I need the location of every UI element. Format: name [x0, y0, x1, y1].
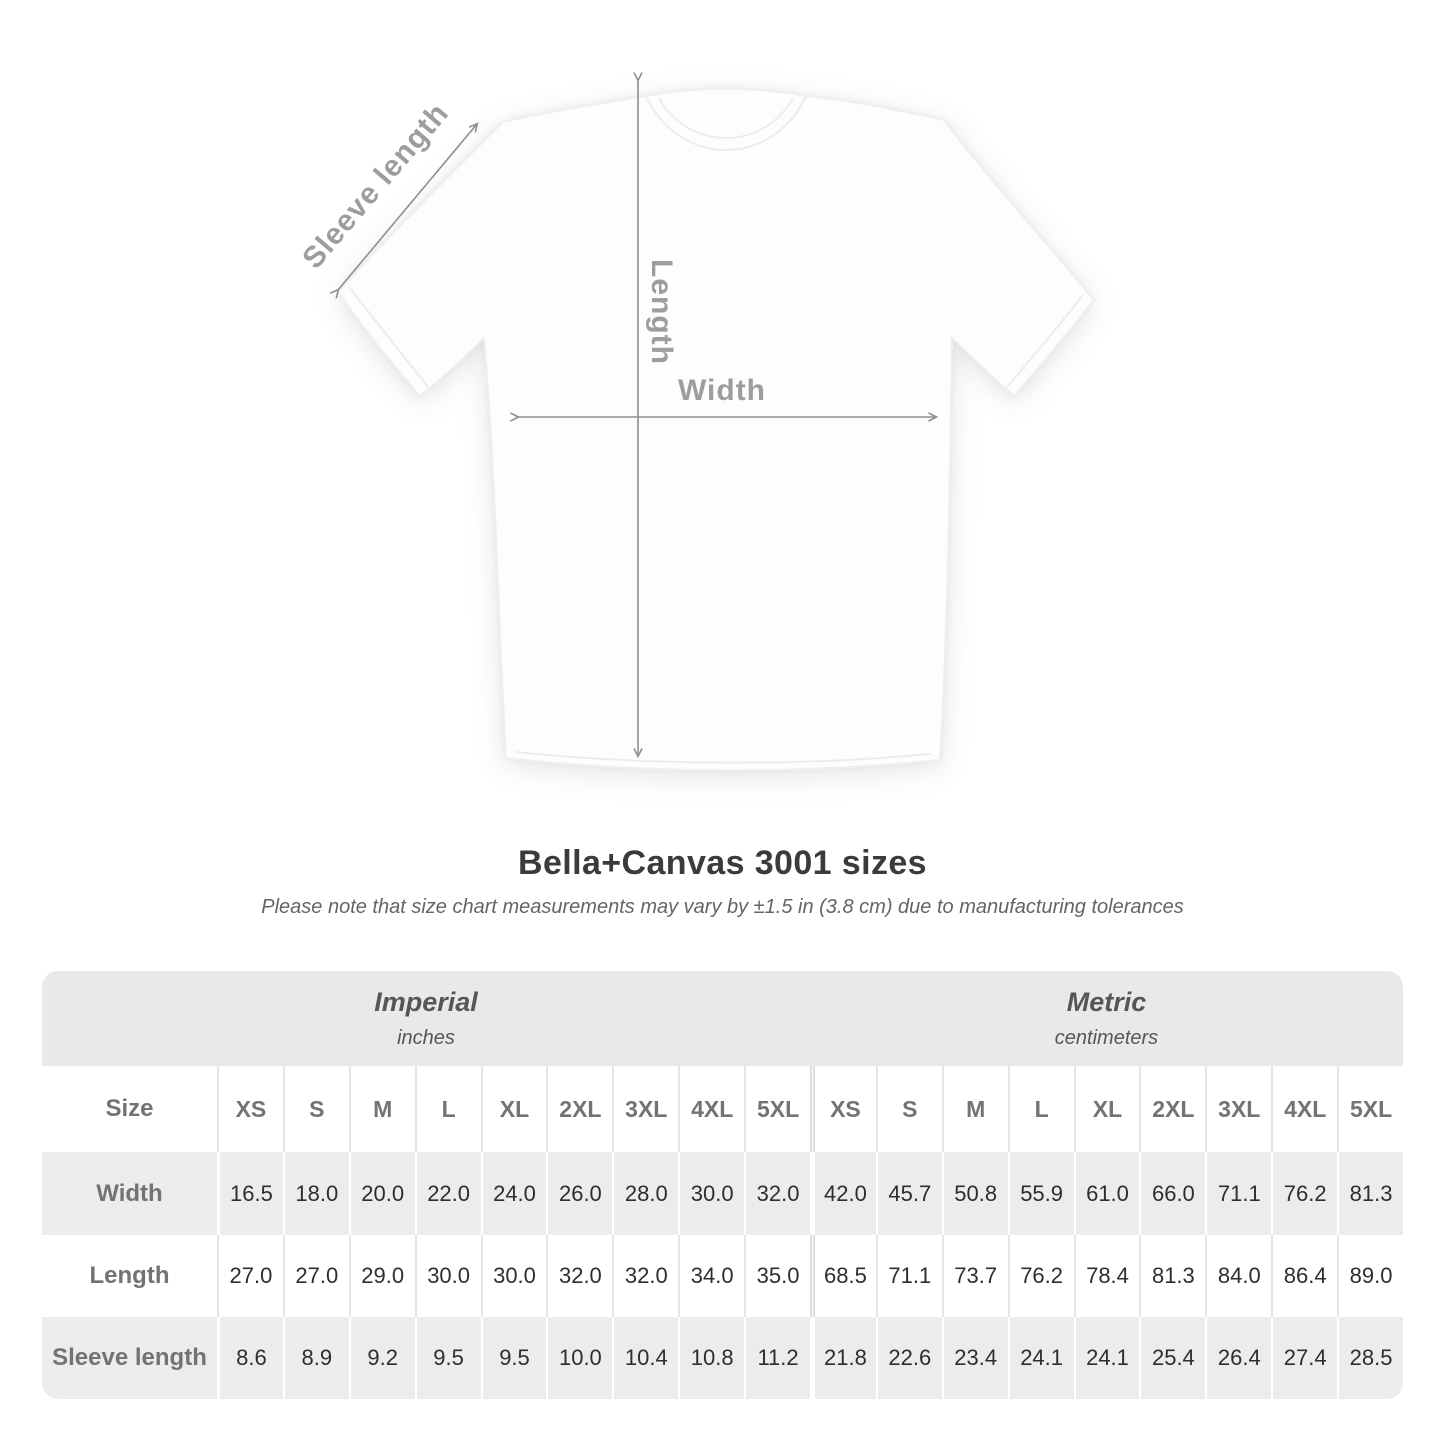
page-title: Bella+Canvas 3001 sizes — [518, 844, 927, 882]
value-cell: 27.0 — [217, 1235, 283, 1317]
value-cell: 10.8 — [678, 1317, 745, 1399]
tshirt-image — [336, 87, 1096, 772]
size-header-imperial-xl: XL — [480, 1066, 547, 1152]
metric-label: Metric — [1066, 987, 1147, 1017]
value-cell: 25.4 — [1139, 1317, 1206, 1399]
size-header-imperial-xs: XS — [217, 1066, 283, 1152]
value-cell: 34.0 — [678, 1235, 745, 1317]
metric-sublabel: centimeters — [1054, 1027, 1159, 1049]
value-cell: 35.0 — [744, 1235, 810, 1317]
value-cell: 30.0 — [414, 1235, 481, 1317]
value-cell: 10.4 — [612, 1317, 679, 1399]
size-header-metric-m: M — [941, 1066, 1008, 1152]
value-cell: 81.3 — [1139, 1235, 1206, 1317]
value-cell: 86.4 — [1271, 1235, 1338, 1317]
value-cell: 24.0 — [480, 1152, 547, 1235]
value-cell: 27.4 — [1271, 1317, 1338, 1399]
value-cell: 10.0 — [546, 1317, 613, 1399]
value-cell: 22.0 — [414, 1152, 481, 1235]
value-cell: 28.0 — [612, 1152, 679, 1235]
value-cell: 16.5 — [217, 1152, 283, 1235]
value-cell: 68.5 — [809, 1235, 876, 1317]
value-cell: 24.1 — [1007, 1317, 1074, 1399]
value-cell: 78.4 — [1073, 1235, 1140, 1317]
value-cell: 18.0 — [282, 1152, 349, 1235]
value-cell: 84.0 — [1205, 1235, 1272, 1317]
tshirt-svg: Sleeve length Length Width — [296, 72, 1096, 772]
size-header-imperial-m: M — [348, 1066, 415, 1152]
value-cell: 32.0 — [546, 1235, 613, 1317]
value-cell: 24.1 — [1073, 1317, 1140, 1399]
value-cell: 26.4 — [1205, 1317, 1272, 1399]
value-cell: 73.7 — [941, 1235, 1008, 1317]
sleeve-length-arrow — [329, 122, 479, 299]
value-cell: 9.5 — [414, 1317, 481, 1399]
value-cell: 9.5 — [480, 1317, 547, 1399]
value-cell: 50.8 — [941, 1152, 1008, 1235]
value-cell: 76.2 — [1271, 1152, 1338, 1235]
size-header-imperial-2xl: 2XL — [546, 1066, 613, 1152]
imperial-sublabel: inches — [397, 1027, 455, 1049]
value-cell: 76.2 — [1007, 1235, 1074, 1317]
width-label: Width — [678, 374, 766, 407]
value-cell: 22.6 — [875, 1317, 942, 1399]
size-header-metric-xl: XL — [1073, 1066, 1140, 1152]
size-header-metric-3xl: 3XL — [1205, 1066, 1272, 1152]
value-cell: 27.0 — [282, 1235, 349, 1317]
value-cell: 66.0 — [1139, 1152, 1206, 1235]
value-cell: 21.8 — [809, 1317, 876, 1399]
value-cell: 45.7 — [875, 1152, 942, 1235]
size-header-metric-s: S — [875, 1066, 942, 1152]
collar — [645, 95, 807, 152]
value-cell: 11.2 — [744, 1317, 810, 1399]
size-header-metric-4xl: 4XL — [1271, 1066, 1338, 1152]
value-cell: 32.0 — [612, 1235, 679, 1317]
size-header-metric-2xl: 2XL — [1139, 1066, 1206, 1152]
value-cell: 26.0 — [546, 1152, 613, 1235]
row-label: Width — [42, 1152, 217, 1235]
size-header-metric-5xl: 5XL — [1337, 1066, 1403, 1152]
value-cell: 42.0 — [809, 1152, 876, 1235]
value-cell: 55.9 — [1007, 1152, 1074, 1235]
value-cell: 89.0 — [1337, 1235, 1403, 1317]
row-label: Sleeve length — [42, 1317, 217, 1399]
unit-header-imperial: Imperial inches — [42, 971, 810, 1066]
value-cell: 30.0 — [480, 1235, 547, 1317]
value-cell: 81.3 — [1337, 1152, 1403, 1235]
value-cell: 23.4 — [941, 1317, 1008, 1399]
imperial-label: Imperial — [374, 987, 478, 1017]
size-header-metric-l: L — [1007, 1066, 1074, 1152]
value-cell: 71.1 — [875, 1235, 942, 1317]
value-cell: 71.1 — [1205, 1152, 1272, 1235]
value-cell: 29.0 — [348, 1235, 415, 1317]
value-cell: 32.0 — [744, 1152, 810, 1235]
value-cell: 9.2 — [348, 1317, 415, 1399]
size-header-imperial-s: S — [282, 1066, 349, 1152]
value-cell: 20.0 — [348, 1152, 415, 1235]
length-label: Length — [645, 259, 678, 365]
size-header-imperial-3xl: 3XL — [612, 1066, 679, 1152]
value-cell: 28.5 — [1337, 1317, 1403, 1399]
value-cell: 8.6 — [217, 1317, 283, 1399]
tolerance-note: Please note that size chart measurements… — [261, 896, 1184, 918]
size-header-imperial-5xl: 5XL — [744, 1066, 810, 1152]
size-table: Imperial inches Metric centimeters Size X… — [42, 971, 1403, 1399]
unit-header-metric: Metric centimeters — [809, 971, 1403, 1066]
value-cell: 30.0 — [678, 1152, 745, 1235]
tshirt-diagram: Sleeve length Length Width — [296, 72, 1096, 772]
value-cell: 61.0 — [1073, 1152, 1140, 1235]
size-header-metric-xs: XS — [809, 1066, 876, 1152]
size-header-imperial-4xl: 4XL — [678, 1066, 745, 1152]
size-column-header: Size — [42, 1066, 217, 1152]
size-header-imperial-l: L — [414, 1066, 481, 1152]
row-label: Length — [42, 1235, 217, 1317]
value-cell: 8.9 — [282, 1317, 349, 1399]
